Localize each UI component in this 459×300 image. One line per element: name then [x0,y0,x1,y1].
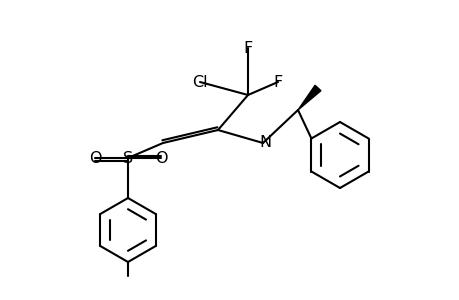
Text: O: O [89,151,101,166]
Text: N: N [258,134,270,149]
Polygon shape [297,85,320,110]
Text: Cl: Cl [192,74,207,89]
Text: O: O [154,151,167,166]
Text: F: F [273,74,282,89]
Text: S: S [123,151,133,166]
Text: F: F [243,40,252,56]
